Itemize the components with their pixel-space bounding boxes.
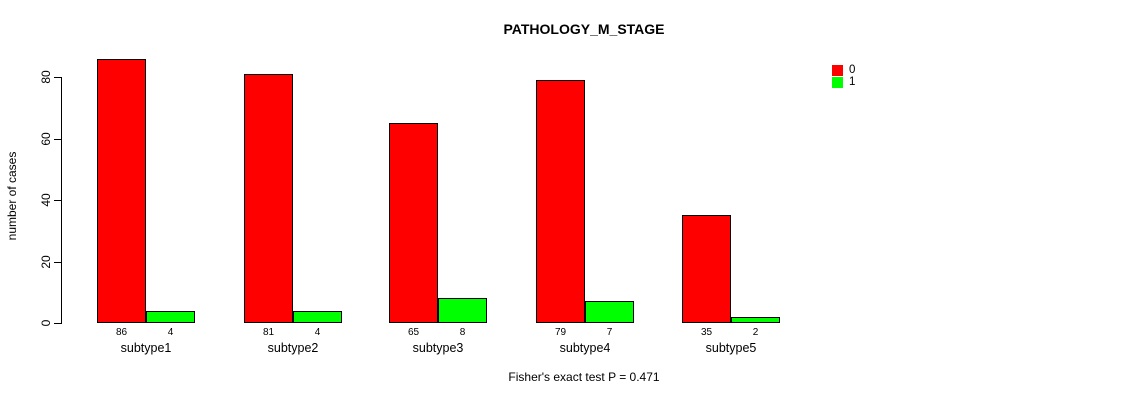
bar-1-subtype2 [293, 311, 342, 323]
bar-value-label: 8 [459, 327, 466, 338]
bar-0-subtype3 [389, 123, 438, 323]
y-tick [54, 139, 61, 140]
y-tick-label: 20 [39, 255, 53, 269]
category-label-subtype3: subtype3 [412, 341, 464, 355]
bar-value-label: 7 [606, 327, 613, 338]
bar-value-label: 4 [314, 327, 321, 338]
category-label-subtype5: subtype5 [705, 341, 757, 355]
bar-1-subtype3 [438, 298, 487, 323]
legend-item-1: 1 [832, 76, 856, 88]
y-tick-label: 60 [39, 132, 53, 146]
y-tick [54, 77, 61, 78]
legend-item-0: 0 [832, 64, 856, 76]
legend-swatch-0 [832, 65, 843, 76]
legend-swatch-1 [832, 77, 843, 88]
bar-value-label: 79 [554, 327, 567, 338]
stat-annotation: Fisher's exact test P = 0.471 [508, 370, 660, 384]
bar-value-label: 2 [752, 327, 759, 338]
y-tick [54, 323, 61, 324]
bar-0-subtype1 [97, 59, 146, 323]
bar-value-label: 4 [167, 327, 174, 338]
y-tick [54, 262, 61, 263]
y-tick-label: 80 [39, 70, 53, 84]
category-label-subtype2: subtype2 [267, 341, 319, 355]
bar-0-subtype2 [244, 74, 293, 323]
y-axis-label: number of cases [5, 151, 19, 241]
y-axis-line [61, 77, 62, 324]
chart-title: PATHOLOGY_M_STAGE [503, 21, 665, 37]
category-label-subtype1: subtype1 [120, 341, 172, 355]
bar-1-subtype5 [731, 317, 780, 323]
bar-1-subtype1 [146, 311, 195, 323]
bar-0-subtype4 [536, 80, 585, 323]
category-label-subtype4: subtype4 [559, 341, 611, 355]
bar-0-subtype5 [682, 215, 731, 323]
bar-value-label: 65 [407, 327, 420, 338]
y-tick-label: 0 [39, 319, 53, 327]
y-tick [54, 200, 61, 201]
legend-label: 0 [849, 64, 856, 76]
y-tick-label: 40 [39, 193, 53, 207]
bar-value-label: 86 [115, 327, 128, 338]
bar-value-label: 81 [262, 327, 275, 338]
bar-value-label: 35 [700, 327, 713, 338]
bar-1-subtype4 [585, 301, 634, 323]
legend-label: 1 [849, 76, 856, 88]
